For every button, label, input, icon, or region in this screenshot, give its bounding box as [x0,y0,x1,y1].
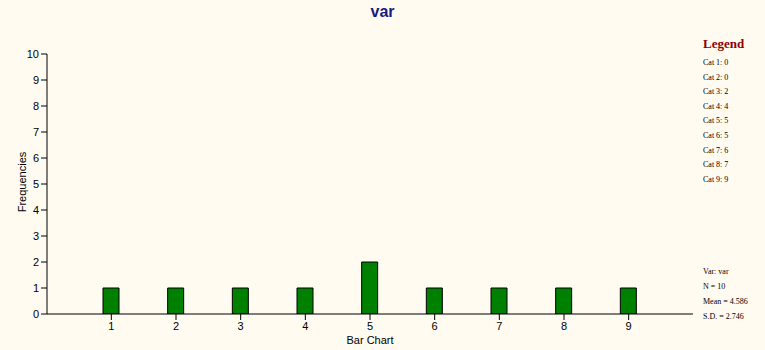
html-text:N = 10: N = 10 [703,282,726,291]
html-text:Legend: Legend [703,36,745,51]
svg-text:3: 3 [33,230,39,242]
svg-text:10: 10 [27,48,39,60]
svg-text:9: 9 [626,320,632,332]
svg-text:8: 8 [561,320,567,332]
svg-text:6: 6 [33,152,39,164]
svg-text:5: 5 [367,320,373,332]
html-text:Cat 5: 5: Cat 5: 5 [703,116,729,126]
html-text:Frequencies: Frequencies [16,151,28,213]
svg-text:4: 4 [302,320,308,332]
svg-text:2: 2 [33,256,39,268]
html-text:S.D. = 2.746: S.D. = 2.746 [703,312,744,321]
svg-text:6: 6 [432,320,438,332]
html-text:Cat 4: 4: Cat 4: 4 [703,101,729,111]
html-text:Mean = 4.586: Mean = 4.586 [703,297,748,306]
html-text:Cat 8: 7: Cat 8: 7 [703,160,729,170]
svg-text:8: 8 [33,100,39,112]
html-text:Cat 6: 5: Cat 6: 5 [703,131,729,140]
html-text:Cat 9: 9: Cat 9: 9 [703,174,729,184]
html-text:Bar Chart: Bar Chart [346,334,394,346]
html-text:Var: var: Var: var [703,267,729,276]
html-text:Cat 2: 0: Cat 2: 0 [703,72,729,82]
html-text:Cat 1: 0: Cat 1: 0 [703,58,729,67]
svg-text:2: 2 [173,320,179,332]
svg-text:0: 0 [33,308,39,320]
html-text:var: var [370,3,395,20]
svg-text:1: 1 [33,282,39,294]
html-text:Cat 7: 6: Cat 7: 6 [703,145,729,155]
svg-text:9: 9 [33,74,39,86]
svg-text:4: 4 [33,204,39,216]
svg-text:5: 5 [33,178,39,190]
svg-text:7: 7 [496,320,502,332]
svg-text:7: 7 [33,126,39,138]
svg-text:3: 3 [238,320,244,332]
svg-text:1: 1 [108,320,114,332]
html-text:Cat 3: 2: Cat 3: 2 [703,87,729,97]
